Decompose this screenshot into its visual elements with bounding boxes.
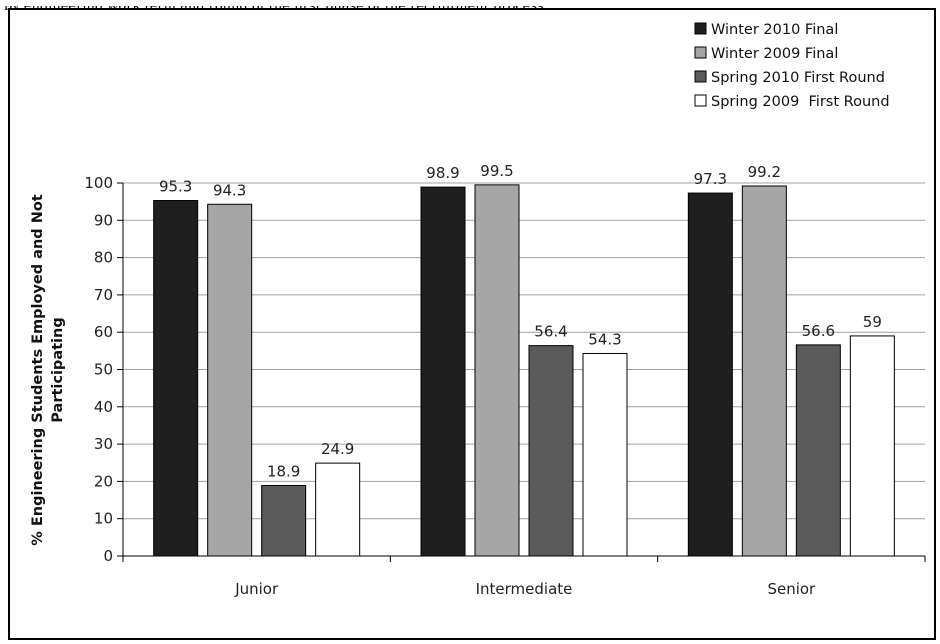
legend-swatch xyxy=(694,94,707,107)
bar-junior-series-1 xyxy=(153,200,199,557)
legend-swatch xyxy=(694,22,707,35)
bar-intermediate-series-4 xyxy=(582,352,628,557)
bar-intermediate-series-3 xyxy=(528,345,574,557)
bar-intermediate-series-1 xyxy=(420,186,466,557)
y-tick-label: 20 xyxy=(94,472,113,490)
y-tick-label: 80 xyxy=(94,249,113,267)
gridlines xyxy=(123,182,925,520)
x-category-label: Senior xyxy=(767,580,816,598)
bar-junior-series-3 xyxy=(261,485,307,557)
data-label: 99.5 xyxy=(480,162,513,180)
y-tick-label: 10 xyxy=(94,510,113,528)
legend-swatch xyxy=(694,70,707,83)
legend-label: Spring 2010 First Round xyxy=(711,70,885,86)
bar-intermediate-series-2 xyxy=(474,184,520,557)
x-category-label: Junior xyxy=(234,580,279,598)
data-label: 98.9 xyxy=(426,164,459,182)
bar-senior-series-2 xyxy=(741,185,787,557)
y-tick-label: 40 xyxy=(94,398,113,416)
bar-senior-series-3 xyxy=(795,344,841,557)
bar-senior-series-4 xyxy=(849,335,895,557)
data-label: 94.3 xyxy=(213,181,246,199)
y-tick-label: 90 xyxy=(94,211,113,229)
y-tick-label: 60 xyxy=(94,323,113,341)
x-category-label: Intermediate xyxy=(476,580,573,598)
data-label: 95.3 xyxy=(159,178,192,196)
data-label: 54.3 xyxy=(588,330,621,348)
data-label: 18.9 xyxy=(267,463,300,481)
y-tick-label: 30 xyxy=(94,435,113,453)
y-axis-label-line-1: % Engineering Students Employed and Not xyxy=(30,194,46,546)
bar-junior-series-4 xyxy=(315,462,361,557)
legend: Winter 2010 Final Winter 2009 Final Spring… xyxy=(694,22,890,110)
data-labels: 95.3 94.3 18.9 24.9 98.9 99.5 56.4 54.3 97.3 99.2… xyxy=(159,162,882,481)
legend-label: Winter 2010 Final xyxy=(711,22,838,38)
data-label: 56.6 xyxy=(802,322,835,340)
data-label: 97.3 xyxy=(694,170,727,188)
y-tick-label: 70 xyxy=(94,286,113,304)
data-label: 24.9 xyxy=(321,440,354,458)
data-label: 56.4 xyxy=(534,323,567,341)
legend-label: Spring 2009 First Round xyxy=(711,94,890,110)
y-tick-label: 100 xyxy=(84,174,113,192)
legend-swatch xyxy=(694,46,707,59)
y-tick-label: 50 xyxy=(94,361,113,379)
data-label: 99.2 xyxy=(748,163,781,181)
bars xyxy=(153,184,895,557)
axes: 0 10 20 30 40 50 60 70 80 90 100 Junior Intermediate… xyxy=(84,174,926,598)
y-axis-label-line-2: Participating xyxy=(50,317,66,422)
bar-senior-series-1 xyxy=(687,192,733,557)
legend-label: Winter 2009 Final xyxy=(711,46,838,62)
y-tick-label: 0 xyxy=(103,547,113,565)
data-label: 59 xyxy=(863,313,882,331)
bar-junior-series-2 xyxy=(207,203,253,557)
